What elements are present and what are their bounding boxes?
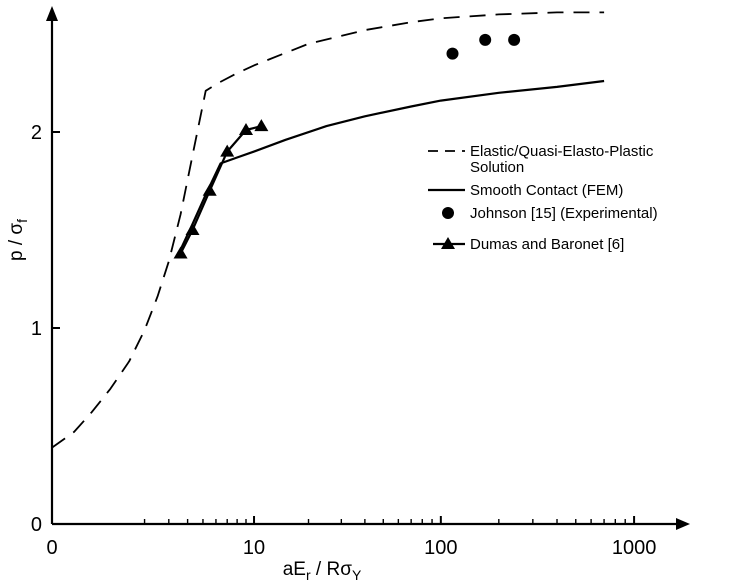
y-axis-label: p / σf bbox=[6, 219, 30, 261]
series-3-point bbox=[202, 183, 217, 196]
y-tick-label-1: 1 bbox=[31, 318, 42, 340]
series-2-point bbox=[446, 47, 459, 60]
y-tick-label-0: 0 bbox=[31, 514, 42, 536]
series-3-point bbox=[185, 223, 200, 235]
axes: 0 10 100 1000 0 1 2 aEr / RσY p / σf bbox=[6, 6, 690, 583]
x-tick-label-1: 10 bbox=[243, 537, 265, 559]
series-1-legend-label: Smooth Contact (FEM) bbox=[470, 182, 623, 199]
x-tick-label-0: 0 bbox=[46, 537, 57, 559]
x-tick-label-2: 100 bbox=[424, 537, 457, 559]
x-axis-label: aEr / RσY bbox=[283, 559, 362, 583]
series-3-point bbox=[220, 144, 235, 157]
series-0-line bbox=[51, 11, 605, 449]
series-2-point bbox=[508, 33, 521, 46]
series-1-line bbox=[179, 79, 605, 251]
series-0-legend-label: Solution bbox=[470, 159, 524, 176]
y-tick-label-2: 2 bbox=[31, 122, 42, 144]
series-3-point bbox=[173, 246, 188, 259]
x-axis-arrow-icon bbox=[676, 518, 690, 530]
y-axis-arrow-icon bbox=[46, 6, 58, 21]
series-3-legend-label: Dumas and Baronet [6] bbox=[470, 236, 624, 253]
series-3-legend-marker bbox=[441, 237, 455, 249]
series-3-point bbox=[239, 123, 253, 136]
series-2-legend-swatch bbox=[442, 207, 454, 219]
series-2-legend-label: Johnson [15] (Experimental) bbox=[470, 205, 658, 222]
series-2-point bbox=[479, 33, 492, 46]
series-3-point bbox=[254, 119, 269, 132]
series-0-legend-label: Elastic/Quasi-Elasto-Plastic bbox=[470, 143, 654, 160]
plot-area bbox=[51, 11, 605, 449]
x-tick-label-3: 1000 bbox=[612, 537, 657, 559]
